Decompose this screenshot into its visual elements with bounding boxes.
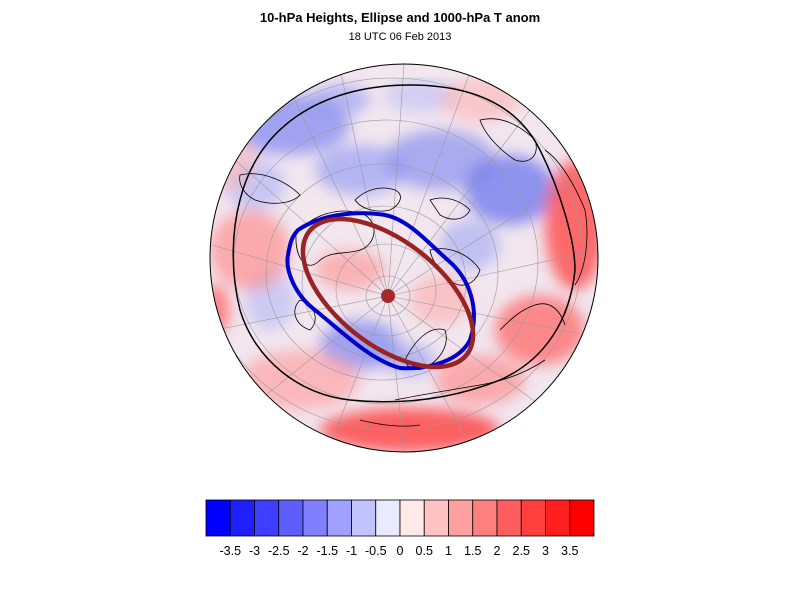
colorbar-tick-label: -0.5 (364, 544, 387, 558)
colorbar-segment (423, 499, 449, 537)
colorbar-segment (496, 499, 522, 537)
ellipse-center-marker (381, 289, 395, 303)
colorbar-segment (520, 499, 546, 537)
colorbar-tick-label: 2 (493, 544, 501, 558)
colorbar-tick-label: -1.5 (316, 544, 339, 558)
colorbar-segment (351, 499, 377, 537)
height-contour-outer (232, 84, 576, 403)
colorbar-segment (229, 499, 255, 537)
colorbar-segment (278, 499, 304, 537)
colorbar-tick-label: -1 (345, 544, 358, 558)
colorbar-segment (302, 499, 328, 537)
colorbar-segment (472, 499, 498, 537)
colorbar-segment (569, 499, 595, 537)
colorbar-tick-label: -2.5 (267, 544, 290, 558)
height-contour-blue (285, 211, 476, 371)
colorbar-tick-label: -2 (297, 544, 309, 558)
colorbar-tick-label: 3.5 (561, 544, 579, 558)
chart-subtitle: 18 UTC 06 Feb 2013 (348, 31, 452, 43)
coastlines (239, 118, 588, 427)
colorbar-tick-label: -3 (248, 544, 261, 558)
colorbar-segment (375, 499, 401, 537)
chart-title: 10-hPa Heights, Ellipse and 1000-hPa T a… (259, 10, 541, 25)
colorbar-tick-label: 3 (542, 544, 549, 558)
colorbar-segment (399, 499, 425, 537)
colorbar-segment (448, 499, 474, 537)
globe-outline (209, 63, 599, 453)
ellipse-outline (300, 216, 476, 370)
colorbar-tick-label: -3.5 (219, 544, 242, 558)
colorbar-segment (205, 499, 231, 537)
colorbar-segment (326, 499, 352, 537)
colorbar-tick-label: 2.5 (512, 544, 530, 558)
colorbar-segment (545, 499, 571, 537)
colorbar-segment (254, 499, 280, 537)
graticule (210, 64, 598, 452)
colorbar-tick-label: 1 (445, 544, 452, 558)
colorbar-tick-label: 0 (396, 544, 404, 558)
colorbar (205, 499, 595, 537)
colorbar-tick-label: 1.5 (464, 544, 482, 558)
colorbar-tick-label: 0.5 (415, 544, 433, 558)
temperature-anomaly-field (210, 64, 598, 452)
